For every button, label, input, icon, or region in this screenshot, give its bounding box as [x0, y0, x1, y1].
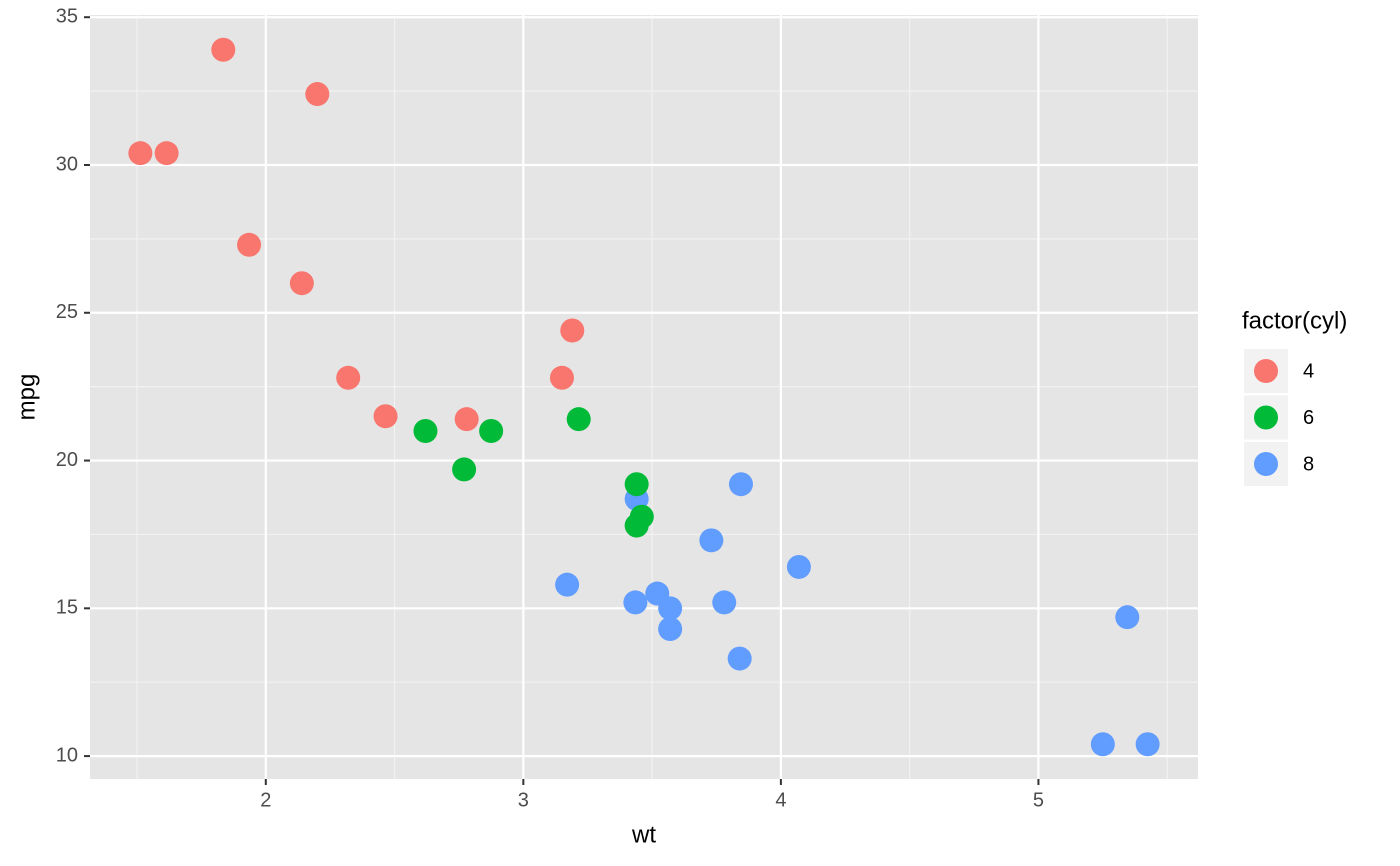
y-tick-label: 20 [56, 449, 78, 471]
point [479, 418, 504, 443]
point [623, 590, 648, 615]
point [658, 596, 683, 621]
x-tick-label: 4 [775, 789, 786, 811]
y-tick-label: 35 [56, 5, 78, 27]
legend-label: 4 [1303, 360, 1314, 382]
y-tick-label: 15 [56, 597, 78, 619]
point [728, 472, 753, 497]
point [1115, 605, 1140, 630]
point [289, 271, 314, 296]
point [560, 318, 585, 343]
point [211, 37, 236, 62]
x-tick-label: 2 [260, 789, 271, 811]
point [373, 404, 398, 429]
grid [90, 15, 1198, 779]
point [555, 572, 580, 597]
point [454, 407, 479, 432]
y-tick-label: 25 [56, 301, 78, 323]
y-tick-label: 10 [56, 744, 78, 766]
point [1090, 732, 1115, 757]
point [658, 617, 683, 642]
point [786, 554, 811, 579]
point [699, 528, 724, 553]
point [624, 472, 649, 497]
points [128, 37, 1160, 757]
point [727, 646, 752, 671]
point [712, 590, 737, 615]
point [128, 141, 153, 166]
legend-label: 8 [1303, 453, 1314, 475]
point [305, 82, 330, 107]
point [154, 141, 179, 166]
legend-label: 6 [1303, 407, 1314, 429]
x-tick-label: 3 [518, 789, 529, 811]
plot-panel [90, 15, 1198, 779]
y-tick-label: 30 [56, 153, 78, 175]
y-axis-title: mpg [13, 374, 40, 421]
point [549, 365, 574, 390]
x-axis-title: wt [631, 821, 656, 848]
legend-swatch [1254, 452, 1278, 476]
point [237, 232, 262, 257]
x-tick-label: 5 [1033, 789, 1044, 811]
legend-swatch [1254, 359, 1278, 383]
point [452, 457, 477, 482]
point [624, 513, 649, 538]
point [1135, 732, 1160, 757]
legend-title: factor(cyl) [1242, 307, 1347, 334]
point [336, 365, 361, 390]
point [566, 407, 591, 432]
point [413, 418, 438, 443]
legend: factor(cyl) 4 6 8 [1242, 307, 1347, 486]
legend-swatch [1254, 405, 1278, 430]
